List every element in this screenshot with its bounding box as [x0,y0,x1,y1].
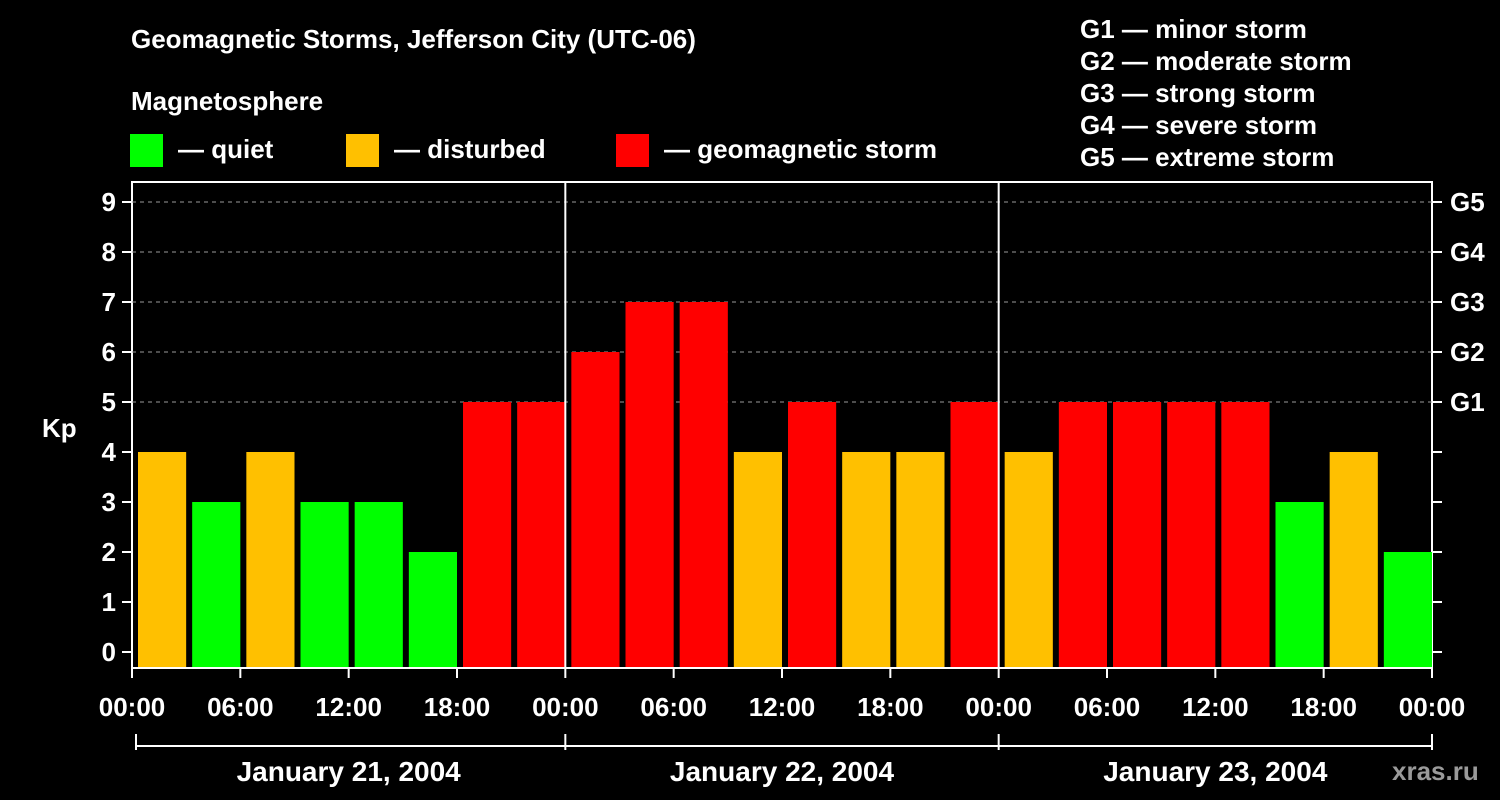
kp-bar-6 [408,552,457,667]
kp-bar-21 [1221,402,1270,667]
legend-label-quiet: — quiet [178,134,274,164]
right-label-g2: G2 [1450,337,1485,367]
day-label-1: January 21, 2004 [237,756,462,787]
kp-bar-20 [1167,402,1216,667]
kp-bar-7 [463,402,512,667]
kp-bar-17 [1004,452,1053,667]
kp-bar-4 [300,502,349,667]
legend-heading: Magnetosphere [131,86,324,116]
right-label-g3: G3 [1450,287,1485,317]
legend-swatch-storm [616,134,649,167]
y-tick-label-7: 7 [102,287,116,317]
x-tick-label-6: 12:00 [749,692,816,722]
y-tick-label-1: 1 [102,587,116,617]
kp-bar-1 [138,452,187,667]
y-tick-label-4: 4 [102,437,117,467]
day-label-2: January 22, 2004 [670,756,895,787]
x-tick-label-5: 06:00 [640,692,707,722]
g-scale-g4: G4 — severe storm [1080,110,1318,140]
g-scale-g3: G3 — strong storm [1080,78,1316,108]
y-tick-label-3: 3 [102,487,116,517]
kp-bar-13 [788,402,837,667]
x-tick-label-11: 18:00 [1290,692,1357,722]
x-tick-label-2: 12:00 [315,692,382,722]
legend-swatch-quiet [130,134,163,167]
kp-bar-18 [1058,402,1107,667]
kp-bar-11 [679,302,728,667]
kp-bar-23 [1329,452,1378,667]
kp-bar-24 [1383,552,1432,667]
chart-title: Geomagnetic Storms, Jefferson City (UTC-… [131,24,696,54]
right-label-g1: G1 [1450,387,1485,417]
y-axis-label: Kp [42,413,77,443]
kp-bar-15 [896,452,945,667]
kp-bar-19 [1113,402,1162,667]
y-tick-label-2: 2 [102,537,116,567]
x-tick-label-4: 00:00 [532,692,599,722]
kp-bar-5 [354,502,403,667]
kp-bar-14 [842,452,891,667]
y-tick-label-9: 9 [102,187,116,217]
kp-bar-10 [625,302,674,667]
legend-label-storm: — geomagnetic storm [664,134,938,164]
kp-bar-22 [1275,502,1324,667]
kp-bar-2 [192,502,241,667]
legend-label-disturbed: — disturbed [394,134,546,164]
x-tick-label-10: 12:00 [1182,692,1249,722]
kp-bar-12 [733,452,782,667]
x-tick-label-1: 06:00 [207,692,274,722]
x-tick-label-8: 00:00 [965,692,1032,722]
x-tick-label-7: 18:00 [857,692,924,722]
right-label-g4: G4 [1450,237,1485,267]
kp-bar-3 [246,452,295,667]
day-label-3: January 23, 2004 [1103,756,1328,787]
legend-swatch-disturbed [346,134,379,167]
y-tick-label-0: 0 [102,637,116,667]
g-scale-g2: G2 — moderate storm [1080,46,1352,76]
y-tick-label-5: 5 [102,387,116,417]
x-tick-label-9: 06:00 [1074,692,1141,722]
g-scale-g1: G1 — minor storm [1080,14,1307,44]
kp-bar-16 [950,402,999,667]
y-tick-label-8: 8 [102,237,116,267]
x-tick-label-3: 18:00 [424,692,491,722]
x-tick-label-0: 00:00 [99,692,166,722]
g-scale-g5: G5 — extreme storm [1080,142,1335,172]
kp-bar-8 [517,402,566,667]
y-tick-label-6: 6 [102,337,116,367]
credit-watermark: xras.ru [1392,756,1479,786]
right-label-g5: G5 [1450,187,1485,217]
kp-bar-9 [571,352,620,667]
x-tick-label-12: 00:00 [1399,692,1466,722]
